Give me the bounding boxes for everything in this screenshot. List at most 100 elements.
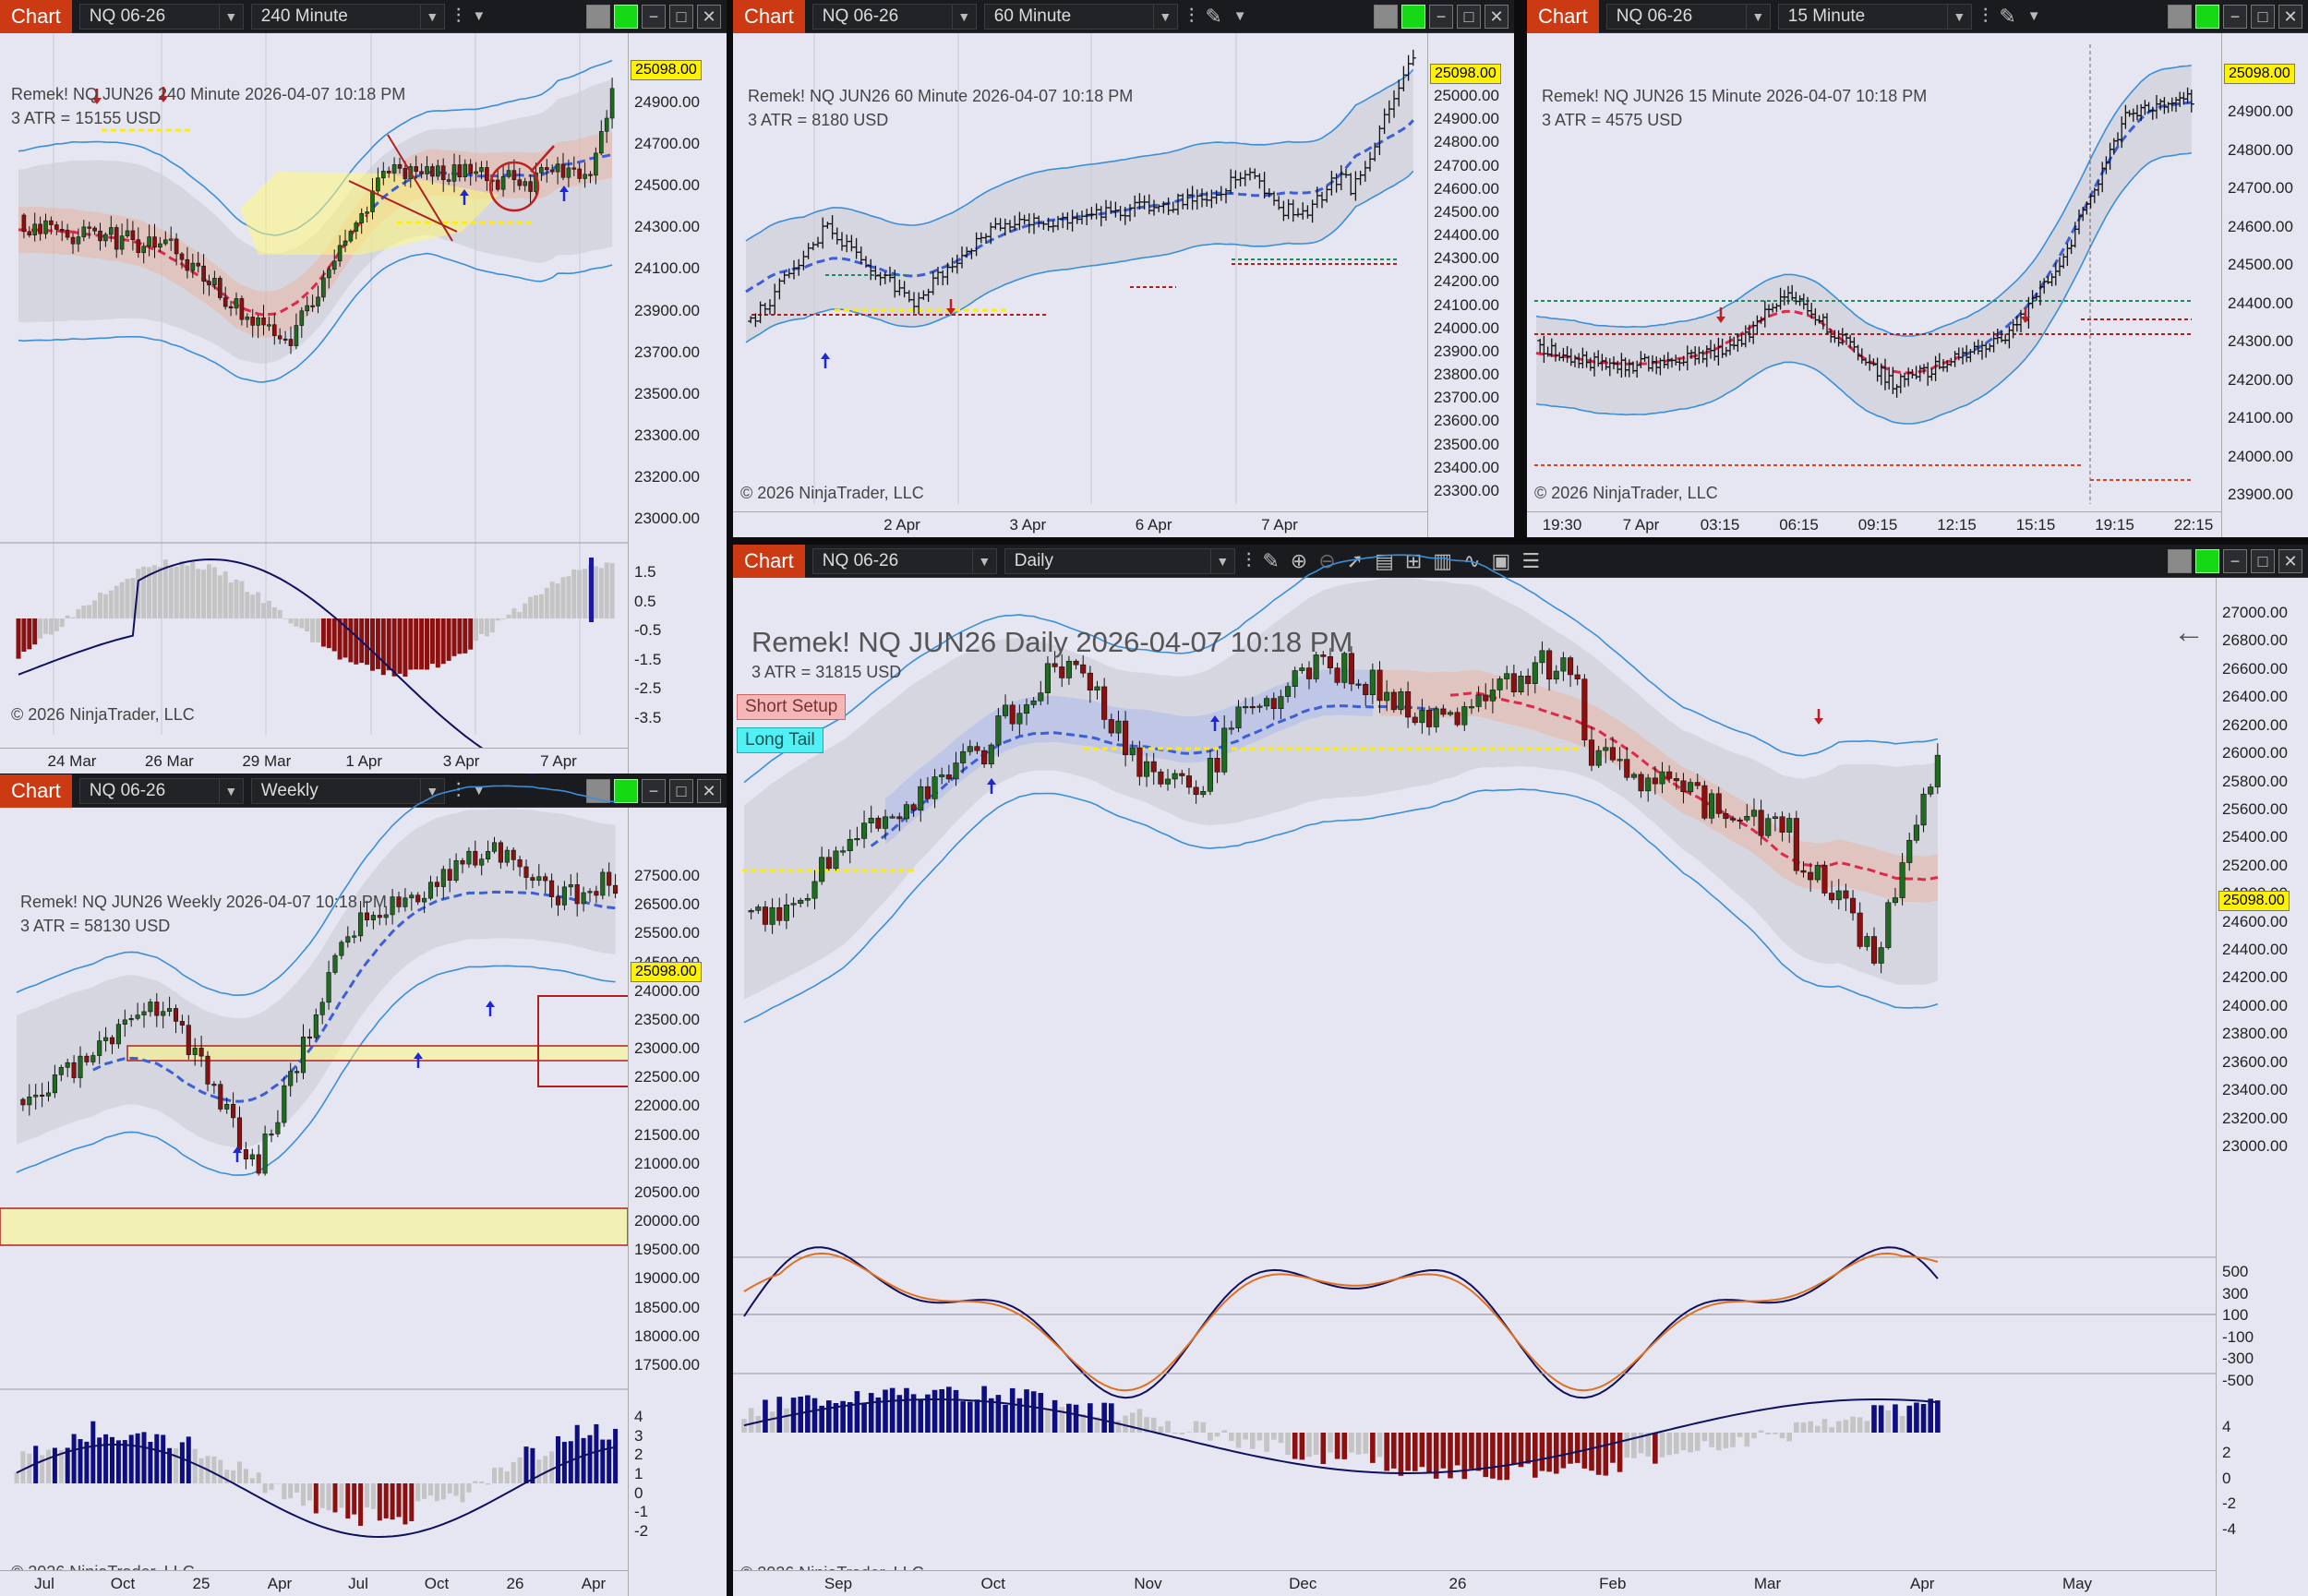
- chevron-down-icon[interactable]: ▼: [419, 778, 444, 803]
- interval-selector[interactable]: Weekly ▼: [250, 777, 445, 804]
- drawing-tool-icon[interactable]: ✎: [1205, 4, 1222, 28]
- chevron-down-icon[interactable]: ▼: [1946, 4, 1971, 29]
- templates-icon[interactable]: ▣: [1491, 548, 1511, 572]
- maximize-icon[interactable]: □: [1457, 4, 1481, 29]
- minimize-icon[interactable]: −: [1429, 4, 1453, 29]
- menu-down-icon[interactable]: ▼: [472, 783, 487, 798]
- time-axis[interactable]: 24 Mar 26 Mar 29 Mar 1 Apr 3 Apr 7 Apr: [0, 748, 628, 774]
- gray-link-icon[interactable]: [1374, 4, 1398, 29]
- chart-trader-icon[interactable]: ⊞: [1404, 548, 1423, 572]
- chart-window-daily[interactable]: Chart NQ 06-26 ▼ Daily ▼ ⫶ ✎ ⊕ ⊖ ➚ ▤ ⊞ ▥ ∿…: [733, 544, 2308, 1596]
- price-axis[interactable]: 24900.00 24700.00 24500.00 24300.00 24100.00…: [628, 33, 727, 774]
- histogram-bar: [1200, 1422, 1207, 1433]
- close-icon[interactable]: ✕: [697, 4, 721, 29]
- bar-style-icon[interactable]: ⫶: [1982, 4, 1989, 28]
- chevron-down-icon[interactable]: ▼: [218, 778, 243, 803]
- time-axis[interactable]: Jul Oct 25 Apr Jul Oct 26 Apr: [0, 1570, 628, 1596]
- minimize-icon[interactable]: −: [2223, 4, 2247, 29]
- maximize-icon[interactable]: □: [2251, 548, 2275, 573]
- green-link-icon[interactable]: [1401, 4, 1425, 29]
- chart-tab[interactable]: Chart: [0, 774, 72, 808]
- instrument-selector[interactable]: NQ 06-26 ▼: [811, 547, 997, 574]
- menu-down-icon[interactable]: ▼: [1232, 8, 1247, 24]
- chart-window-15min[interactable]: Chart NQ 06-26 ▼ 15 Minute ▼ ⫶ ✎ ▼ − □ ✕ R…: [1527, 0, 2308, 537]
- chart-plot-area[interactable]: Remek! NQ JUN26 240 Minute 2026-04-07 10…: [0, 33, 727, 783]
- interval-selector[interactable]: 60 Minute ▼: [983, 3, 1178, 30]
- data-box-icon[interactable]: ▤: [1375, 548, 1394, 572]
- chevron-down-icon[interactable]: ▼: [1745, 4, 1770, 29]
- chart-tab[interactable]: Chart: [733, 544, 805, 578]
- instrument-selector[interactable]: NQ 06-26 ▼: [1605, 3, 1771, 30]
- close-icon[interactable]: ✕: [697, 778, 721, 803]
- chart-plot-area[interactable]: Remek! NQ JUN26 Weekly 2026-04-07 10:18 …: [0, 785, 727, 1596]
- maximize-icon[interactable]: □: [669, 778, 693, 803]
- strategies-icon[interactable]: ∿: [1463, 548, 1481, 572]
- chart-plot-area[interactable]: Remek! NQ JUN26 Daily 2026-04-07 10:18 P…: [733, 554, 2308, 1596]
- candle-body: [1885, 902, 1892, 948]
- chevron-down-icon[interactable]: ▼: [1152, 4, 1177, 29]
- chart-plot-area[interactable]: Remek! NQ JUN26 60 Minute 2026-04-07 10:…: [733, 33, 1514, 537]
- green-link-icon[interactable]: [2195, 548, 2219, 573]
- candle-body: [1525, 676, 1532, 684]
- back-arrow-icon[interactable]: ←: [2173, 615, 2205, 650]
- gray-link-icon[interactable]: [586, 4, 610, 29]
- instrument-selector[interactable]: NQ 06-26 ▼: [78, 3, 244, 30]
- candle-body: [337, 245, 343, 262]
- drawing-tool-icon[interactable]: ✎: [1999, 4, 2016, 28]
- bar-style-icon[interactable]: ⫶: [1245, 548, 1252, 572]
- chevron-down-icon[interactable]: ▼: [951, 4, 976, 29]
- chevron-down-icon[interactable]: ▼: [218, 4, 243, 29]
- histogram-bar: [403, 618, 408, 678]
- time-axis[interactable]: 2 Apr 3 Apr 6 Apr 7 Apr: [733, 511, 1427, 537]
- gray-link-icon[interactable]: [586, 778, 610, 803]
- price-axis[interactable]: 27000.00 26800.00 26600.00 26400.00 26200.00…: [2216, 578, 2308, 1596]
- properties-icon[interactable]: ☰: [1521, 548, 1541, 572]
- chart-tab[interactable]: Chart: [0, 0, 72, 33]
- zoom-in-icon[interactable]: ⊕: [1290, 548, 1308, 572]
- minimize-icon[interactable]: −: [642, 778, 666, 803]
- chart-tab[interactable]: Chart: [1527, 0, 1599, 33]
- close-icon[interactable]: ✕: [2278, 548, 2302, 573]
- zoom-out-icon[interactable]: ⊖: [1318, 548, 1336, 572]
- interval-selector[interactable]: Daily ▼: [1004, 547, 1235, 574]
- gray-link-icon[interactable]: [2168, 4, 2192, 29]
- indicators-icon[interactable]: ▥: [1433, 548, 1453, 572]
- green-link-icon[interactable]: [614, 4, 638, 29]
- menu-down-icon[interactable]: ▼: [472, 8, 487, 24]
- bar-style-icon[interactable]: ⫶: [455, 4, 462, 28]
- minimize-icon[interactable]: −: [2223, 548, 2247, 573]
- price-axis[interactable]: 27500.0026500.0025500.0024500.0024000.00…: [628, 808, 727, 1596]
- histogram-bar: [122, 1440, 127, 1483]
- chart-window-240min[interactable]: Chart NQ 06-26 ▼ 240 Minute ▼ ⫶ ▼ − □ ✕ Re…: [0, 0, 727, 783]
- price-tick-label: 24400.00: [2222, 941, 2288, 959]
- close-icon[interactable]: ✕: [2278, 4, 2302, 29]
- time-axis[interactable]: 19:30 7 Apr 03:15 06:15 09:15 12:15 15:15 19:15…: [1527, 511, 2221, 537]
- price-axis[interactable]: 25000.0024900.0024800.0024700.0024600.00…: [2221, 33, 2308, 537]
- green-link-icon[interactable]: [2195, 4, 2219, 29]
- menu-down-icon[interactable]: ▼: [2026, 8, 2041, 24]
- chart-tab[interactable]: Chart: [733, 0, 805, 33]
- minimize-icon[interactable]: −: [642, 4, 666, 29]
- price-tick-label: 25200.00: [2222, 856, 2288, 874]
- chevron-down-icon[interactable]: ▼: [419, 4, 444, 29]
- bar-style-icon[interactable]: ⫶: [455, 778, 462, 802]
- chevron-down-icon[interactable]: ▼: [1209, 548, 1234, 573]
- maximize-icon[interactable]: □: [669, 4, 693, 29]
- maximize-icon[interactable]: □: [2251, 4, 2275, 29]
- drawing-tool-icon[interactable]: ✎: [1262, 548, 1280, 572]
- interval-selector[interactable]: 15 Minute ▼: [1777, 3, 1972, 30]
- interval-selector[interactable]: 240 Minute ▼: [250, 3, 445, 30]
- chart-window-60min[interactable]: Chart NQ 06-26 ▼ 60 Minute ▼ ⫶ ✎ ▼ − □ ✕ R…: [733, 0, 1514, 537]
- green-link-icon[interactable]: [614, 778, 638, 803]
- chart-window-weekly[interactable]: Chart NQ 06-26 ▼ Weekly ▼ ⫶ ▼ − □ ✕ Remek!…: [0, 774, 727, 1596]
- bar-style-icon[interactable]: ⫶: [1188, 4, 1195, 28]
- chevron-down-icon[interactable]: ▼: [971, 548, 996, 573]
- close-icon[interactable]: ✕: [1485, 4, 1509, 29]
- instrument-selector[interactable]: NQ 06-26 ▼: [78, 777, 244, 804]
- instrument-selector[interactable]: NQ 06-26 ▼: [811, 3, 977, 30]
- chart-plot-area[interactable]: Remek! NQ JUN26 15 Minute 2026-04-07 10:…: [1527, 33, 2308, 537]
- candle-body: [1264, 698, 1270, 707]
- gray-link-icon[interactable]: [2168, 548, 2192, 573]
- time-axis[interactable]: Sep Oct Nov Dec 26 Feb Mar Apr May: [733, 1570, 2216, 1596]
